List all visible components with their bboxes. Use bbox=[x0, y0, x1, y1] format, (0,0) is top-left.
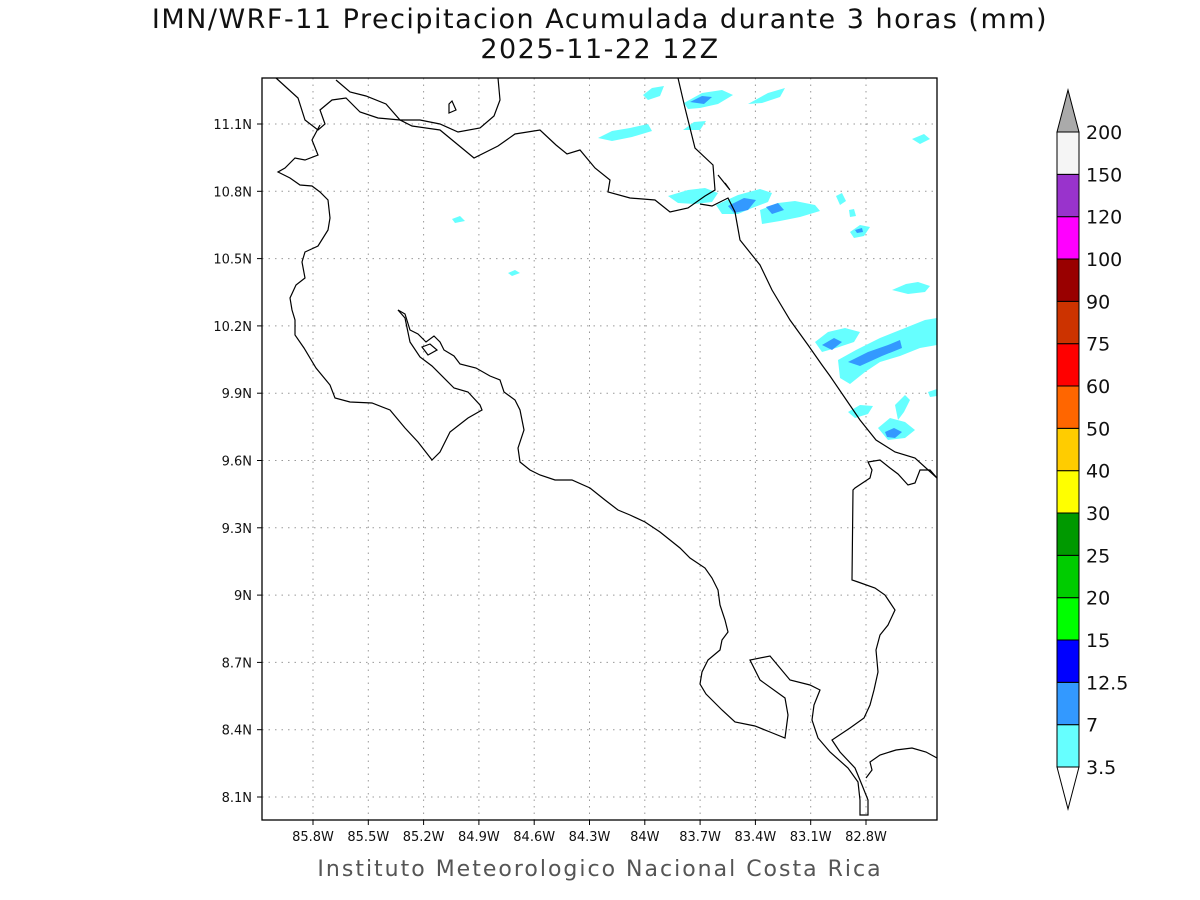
legend-label: 200 bbox=[1086, 122, 1122, 144]
map-title: IMN/WRF-11 Precipitacion Acumulada duran… bbox=[151, 4, 1049, 35]
legend-label: 15 bbox=[1086, 630, 1110, 652]
lat-tick-label: 10.8N bbox=[213, 185, 252, 200]
legend-label: 60 bbox=[1086, 376, 1110, 398]
lon-tick-label: 82.8W bbox=[845, 830, 887, 845]
lat-tick-label: 9N bbox=[234, 589, 252, 604]
precip-area bbox=[836, 193, 846, 205]
precip-area bbox=[452, 216, 465, 223]
footer-credit: Instituto Meteorologico Nacional Costa R… bbox=[317, 857, 883, 882]
lat-tick-label: 10.2N bbox=[213, 320, 252, 335]
legend-swatch bbox=[1056, 173, 1080, 218]
precip-area bbox=[766, 203, 784, 214]
precip-area bbox=[849, 209, 856, 217]
lat-tick-label: 8.7N bbox=[222, 656, 252, 671]
legend-label: 7 bbox=[1086, 715, 1098, 737]
legend-label: 75 bbox=[1086, 334, 1110, 356]
legend-label: 120 bbox=[1086, 207, 1122, 229]
lat-tick-label: 10.5N bbox=[213, 253, 252, 268]
precip-area bbox=[668, 188, 718, 204]
legend-label: 30 bbox=[1086, 503, 1110, 525]
legend-under-arrow bbox=[1056, 766, 1080, 811]
legend-swatch bbox=[1056, 597, 1080, 641]
lon-tick-label: 83.7W bbox=[679, 830, 721, 845]
longitude-axis: 85.8W 85.5W 85.2W 84.9W 84.6W 84.3W 84W 83.7W 83… bbox=[292, 820, 887, 845]
precip-area bbox=[643, 86, 664, 100]
legend-swatch bbox=[1056, 724, 1080, 768]
precip-area bbox=[855, 228, 863, 233]
precip-area bbox=[848, 340, 902, 366]
legend-swatch bbox=[1056, 512, 1080, 556]
legend-label: 40 bbox=[1086, 461, 1110, 483]
precip-area bbox=[892, 282, 930, 294]
legend-swatch bbox=[1056, 554, 1080, 599]
legend-swatch bbox=[1056, 639, 1080, 683]
lon-tick-label: 84.6W bbox=[513, 830, 555, 845]
precip-shading bbox=[452, 86, 937, 440]
precip-area bbox=[885, 428, 902, 438]
precip-area bbox=[912, 134, 930, 144]
legend-label: 25 bbox=[1086, 545, 1110, 567]
precip-area bbox=[928, 389, 937, 397]
lat-tick-label: 8.1N bbox=[222, 791, 252, 806]
lat-tick-label: 8.4N bbox=[222, 724, 252, 739]
legend-swatch bbox=[1056, 216, 1080, 260]
legend-swatch bbox=[1056, 681, 1080, 726]
lon-tick-label: 84.3W bbox=[569, 830, 611, 845]
legend-over-arrow bbox=[1056, 88, 1080, 133]
lon-tick-label: 85.2W bbox=[403, 830, 445, 845]
legend-label: 3.5 bbox=[1086, 757, 1116, 779]
legend-label: 50 bbox=[1086, 418, 1110, 440]
legend-swatch bbox=[1056, 300, 1080, 345]
precip-area bbox=[895, 395, 910, 420]
legend-label: 90 bbox=[1086, 291, 1110, 313]
legend-label: 20 bbox=[1086, 588, 1110, 610]
legend-swatch bbox=[1056, 343, 1080, 387]
map-subtitle: 2025-11-22 12Z bbox=[480, 34, 720, 65]
legend-label: 100 bbox=[1086, 249, 1122, 271]
legend-label: 12.5 bbox=[1086, 672, 1128, 694]
precip-area bbox=[848, 405, 873, 418]
precip-area bbox=[748, 88, 785, 104]
lat-tick-label: 9.6N bbox=[222, 455, 252, 470]
legend-swatch bbox=[1056, 470, 1080, 514]
precip-area bbox=[822, 338, 842, 350]
lon-tick-label: 83.4W bbox=[734, 830, 776, 845]
lon-tick-label: 84W bbox=[630, 830, 660, 845]
map-grid bbox=[262, 78, 937, 820]
map-frame bbox=[261, 77, 938, 821]
coastline bbox=[275, 77, 938, 816]
legend-swatch bbox=[1056, 385, 1080, 429]
legend-swatch bbox=[1056, 258, 1080, 302]
lon-tick-label: 84.9W bbox=[458, 830, 500, 845]
latitude-axis: 11.1N 10.8N 10.5N 10.2N 9.9N 9.6N 9.3N 9N 8.7N 8.… bbox=[213, 118, 262, 806]
legend-colorbar: 3.5 7 12.5 15 20 25 30 40 50 60 75 90 100 120 150 200 bbox=[1056, 88, 1128, 811]
lon-tick-label: 83.1W bbox=[790, 830, 832, 845]
lat-tick-label: 9.3N bbox=[222, 522, 252, 537]
lat-tick-label: 9.9N bbox=[222, 387, 252, 402]
lon-tick-label: 85.8W bbox=[292, 830, 334, 845]
precip-area bbox=[690, 96, 712, 104]
legend-swatch bbox=[1056, 131, 1080, 175]
precip-area bbox=[598, 124, 652, 141]
precip-area bbox=[508, 270, 520, 276]
precip-area bbox=[760, 201, 820, 224]
legend-swatch bbox=[1056, 427, 1080, 472]
legend-label: 150 bbox=[1086, 164, 1122, 186]
precip-area bbox=[683, 121, 706, 130]
lat-tick-label: 11.1N bbox=[213, 118, 252, 133]
lon-tick-label: 85.5W bbox=[347, 830, 389, 845]
precip-area bbox=[728, 198, 756, 213]
